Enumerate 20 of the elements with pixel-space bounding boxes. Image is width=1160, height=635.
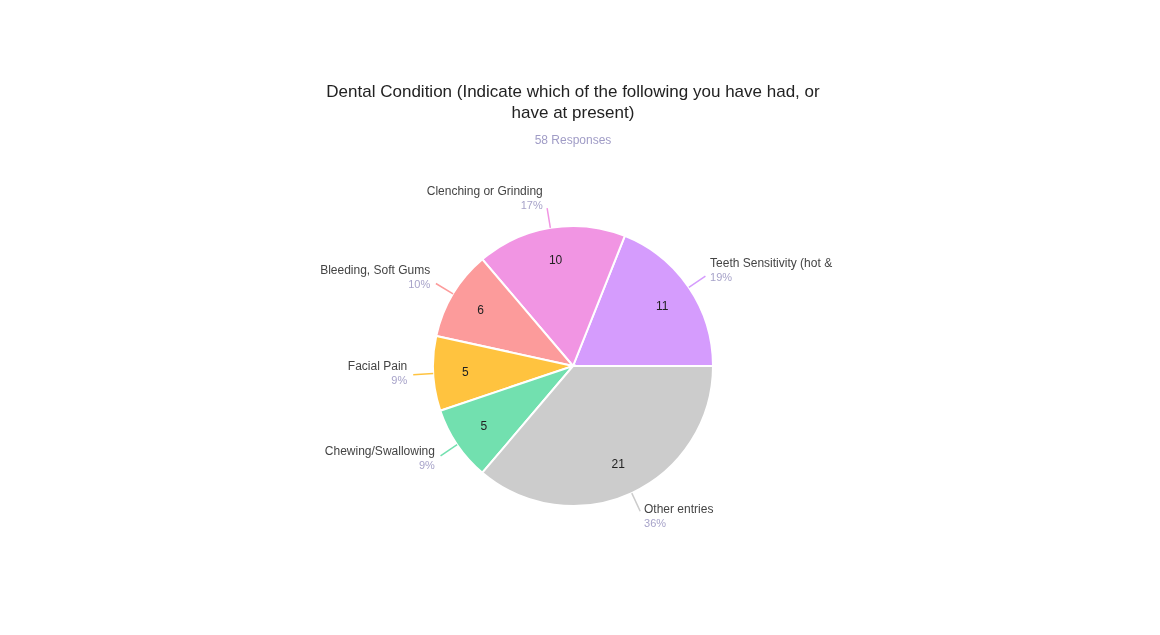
slice-label: Bleeding, Soft Gums — [320, 263, 431, 278]
text: 9% — [391, 374, 408, 387]
chart-subtitle: 58 Responses — [533, 132, 613, 148]
slice-label: Facial Pain — [347, 359, 408, 374]
text: 17% — [520, 199, 543, 212]
data-label: 5 — [462, 364, 470, 379]
data-label: 11 — [655, 298, 669, 313]
slice-label: Chewing/Swallowing — [324, 444, 435, 459]
slice-label: Teeth Sensitivity (hot & — [710, 255, 833, 270]
text: 36% — [644, 517, 667, 530]
data-label: 6 — [477, 303, 485, 318]
data-label: 10 — [548, 252, 563, 267]
text: 9% — [419, 459, 435, 472]
slice-label: Other entries — [644, 502, 714, 517]
slice-label: Clenching or Grinding — [426, 184, 543, 199]
text: 10% — [408, 278, 431, 291]
text: 19% — [710, 270, 733, 283]
chart-title: Dental Condition (Indicate which of the following you have had, or have at present) — [325, 81, 821, 123]
data-label: 21 — [611, 456, 626, 471]
data-label: 5 — [480, 419, 488, 434]
